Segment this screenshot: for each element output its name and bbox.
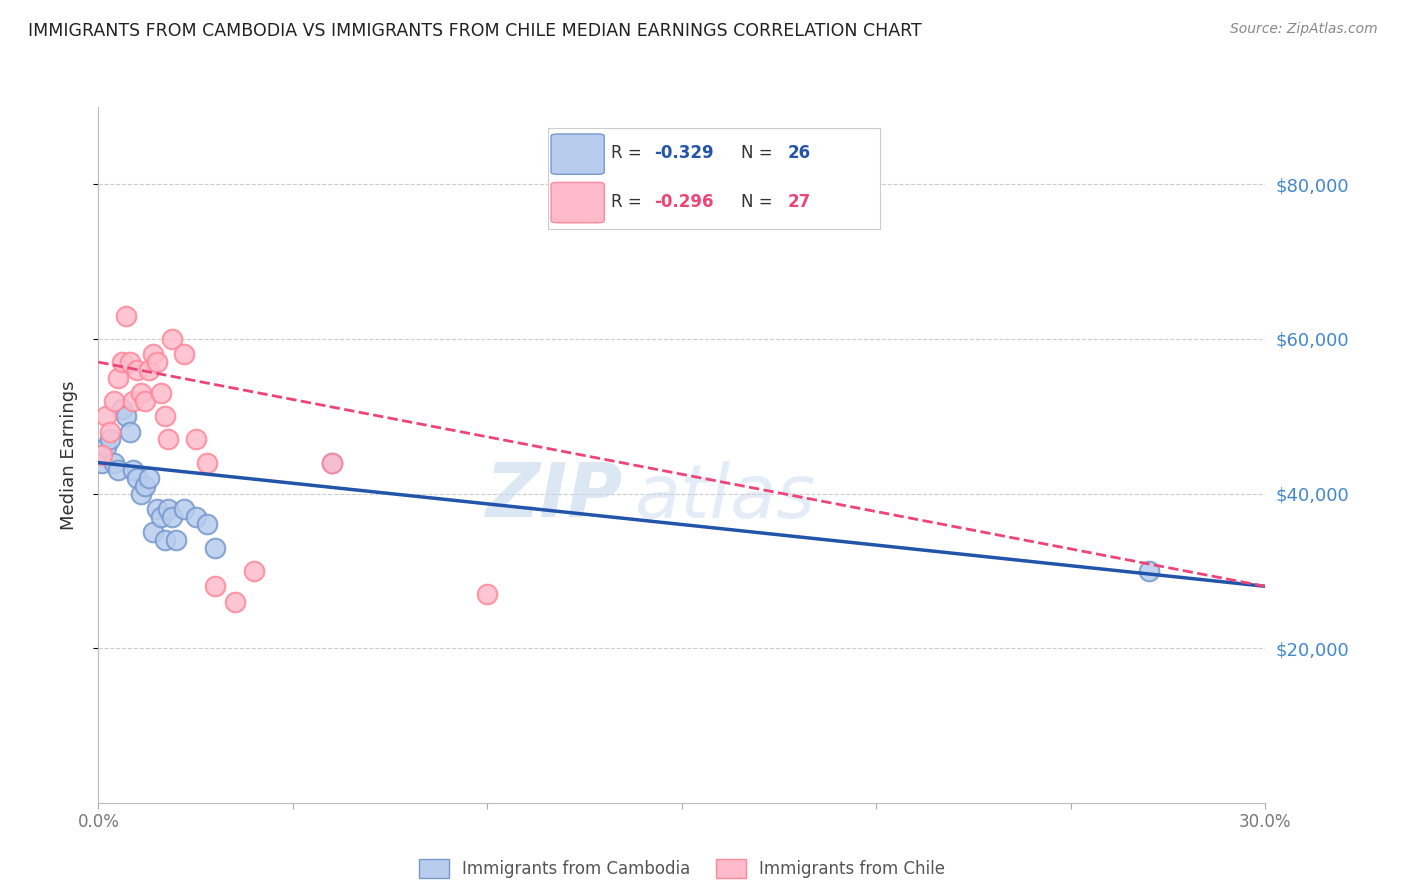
Point — [142, 347, 165, 361]
Point — [138, 471, 160, 485]
Text: -0.296: -0.296 — [654, 193, 714, 211]
Point — [162, 332, 184, 346]
Point — [477, 587, 499, 601]
Point — [122, 393, 145, 408]
Point — [321, 456, 343, 470]
Point — [243, 564, 266, 578]
Point — [142, 525, 165, 540]
Point — [91, 456, 114, 470]
Point — [204, 541, 226, 555]
Text: ZIP: ZIP — [486, 460, 624, 533]
Point — [107, 370, 129, 384]
Point — [134, 393, 156, 408]
Point — [138, 363, 160, 377]
Y-axis label: Median Earnings: Median Earnings — [59, 380, 77, 530]
Point — [129, 486, 152, 500]
Point — [114, 309, 136, 323]
FancyBboxPatch shape — [551, 182, 605, 223]
Text: R =: R = — [610, 193, 647, 211]
Point — [134, 479, 156, 493]
Point — [157, 433, 180, 447]
Point — [107, 463, 129, 477]
Point — [118, 355, 141, 369]
Point — [149, 509, 172, 524]
Point — [195, 456, 218, 470]
Point — [165, 533, 187, 547]
Text: N =: N = — [741, 193, 778, 211]
Legend: Immigrants from Cambodia, Immigrants from Chile: Immigrants from Cambodia, Immigrants fro… — [412, 853, 952, 885]
Point — [153, 409, 176, 424]
Text: -0.329: -0.329 — [654, 145, 714, 162]
Point — [111, 401, 134, 416]
Point — [184, 509, 207, 524]
Text: atlas: atlas — [636, 460, 817, 533]
Point — [224, 595, 246, 609]
Point — [103, 456, 125, 470]
Point — [157, 502, 180, 516]
FancyBboxPatch shape — [551, 134, 605, 174]
Point — [153, 533, 176, 547]
Text: 27: 27 — [787, 193, 810, 211]
Point — [146, 502, 169, 516]
Point — [173, 502, 195, 516]
Point — [118, 425, 141, 439]
Text: R =: R = — [610, 145, 647, 162]
Text: N =: N = — [741, 145, 778, 162]
Text: IMMIGRANTS FROM CAMBODIA VS IMMIGRANTS FROM CHILE MEDIAN EARNINGS CORRELATION CH: IMMIGRANTS FROM CAMBODIA VS IMMIGRANTS F… — [28, 22, 922, 40]
Point — [111, 355, 134, 369]
Point — [127, 363, 149, 377]
Point — [1137, 564, 1160, 578]
Text: Source: ZipAtlas.com: Source: ZipAtlas.com — [1230, 22, 1378, 37]
Point — [162, 509, 184, 524]
Point — [122, 463, 145, 477]
Point — [195, 517, 218, 532]
Point — [184, 433, 207, 447]
Point — [204, 579, 226, 593]
Point — [129, 386, 152, 401]
Point — [173, 347, 195, 361]
Point — [146, 355, 169, 369]
Point — [127, 471, 149, 485]
Point — [98, 433, 121, 447]
Text: 26: 26 — [787, 145, 810, 162]
Point — [103, 393, 125, 408]
Point — [114, 409, 136, 424]
Point — [321, 456, 343, 470]
Point — [96, 440, 118, 454]
Point — [149, 386, 172, 401]
Point — [98, 425, 121, 439]
Point — [96, 409, 118, 424]
Point — [91, 448, 114, 462]
